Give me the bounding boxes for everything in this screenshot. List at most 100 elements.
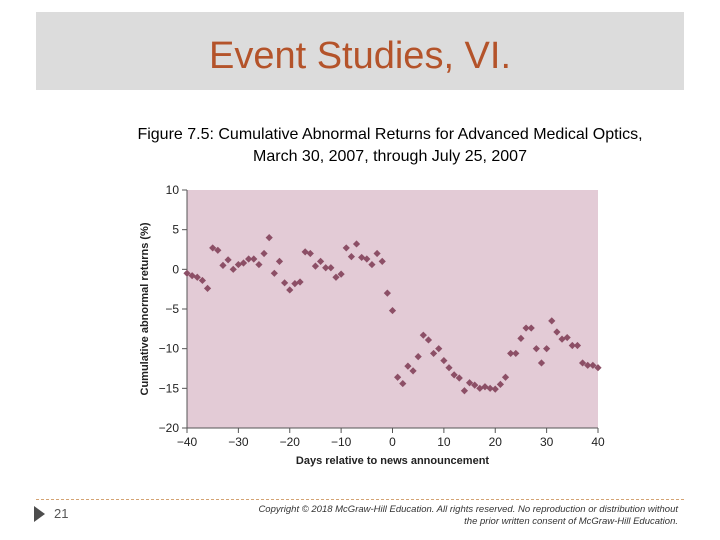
- data-point: [306, 249, 314, 258]
- y-tick-label: −15: [159, 381, 180, 395]
- data-point: [409, 367, 417, 375]
- copyright-line-1: Copyright © 2018 McGraw-Hill Education. …: [258, 504, 678, 515]
- x-tick-label: 30: [540, 435, 554, 449]
- data-point: [594, 364, 602, 372]
- data-point: [537, 359, 546, 367]
- data-point: [234, 260, 242, 269]
- data-point: [450, 371, 458, 379]
- x-tick-label: −20: [280, 435, 301, 449]
- data-point: [316, 257, 325, 265]
- x-tick-label: 20: [489, 435, 503, 449]
- data-point: [532, 345, 540, 353]
- data-point: [383, 289, 391, 297]
- data-point: [358, 253, 366, 262]
- y-tick-label: −10: [159, 342, 180, 356]
- y-axis-label: Cumulative abnormal returns (%): [139, 222, 151, 395]
- x-axis-label: Days relative to news announcement: [296, 455, 490, 467]
- data-point: [229, 265, 237, 273]
- data-point: [245, 255, 253, 263]
- data-point: [522, 324, 530, 332]
- data-point: [424, 336, 433, 344]
- data-point: [352, 240, 361, 248]
- data-point: [476, 384, 484, 392]
- data-point: [203, 284, 212, 292]
- data-point: [414, 353, 422, 361]
- data-point: [214, 246, 222, 254]
- title-bar: Event Studies, VI.: [36, 12, 684, 90]
- data-point: [281, 279, 289, 287]
- data-point: [337, 270, 345, 278]
- data-point: [239, 259, 248, 267]
- y-tick-label: 10: [166, 183, 180, 197]
- data-point: [286, 286, 294, 294]
- y-tick-label: 5: [172, 223, 179, 237]
- data-point: [548, 317, 556, 325]
- data-point: [183, 269, 191, 277]
- data-point: [198, 276, 207, 285]
- data-point: [568, 341, 576, 350]
- data-point: [589, 361, 597, 369]
- data-point: [373, 249, 381, 258]
- data-point: [553, 328, 561, 336]
- data-point: [327, 264, 335, 272]
- data-point: [368, 260, 376, 269]
- x-tick-label: 0: [389, 435, 396, 449]
- data-point: [440, 356, 448, 365]
- data-point: [471, 381, 479, 389]
- data-point: [465, 379, 474, 387]
- data-point: [363, 255, 371, 263]
- figure-caption: Figure 7.5: Cumulative Abnormal Returns …: [60, 124, 720, 168]
- data-point: [496, 380, 504, 388]
- data-point: [527, 324, 535, 332]
- data-point: [347, 253, 355, 261]
- data-point: [584, 361, 592, 369]
- data-point: [260, 249, 268, 258]
- data-point: [501, 373, 510, 381]
- slide-number: 21: [54, 506, 69, 521]
- y-tick-label: −20: [159, 421, 180, 435]
- x-tick-label: −30: [228, 435, 249, 449]
- data-point: [301, 248, 309, 256]
- x-tick-label: −40: [177, 435, 198, 449]
- data-point: [430, 349, 438, 358]
- data-point: [486, 384, 494, 392]
- data-point: [209, 244, 217, 252]
- data-point: [481, 383, 489, 391]
- figure-caption-line-1: Figure 7.5: Cumulative Abnormal Returns …: [137, 126, 643, 143]
- slide-marker-icon: [34, 506, 45, 522]
- data-point: [322, 264, 330, 272]
- data-point: [250, 255, 258, 263]
- copyright-notice: Copyright © 2018 McGraw-Hill Education. …: [218, 504, 678, 528]
- data-point: [578, 359, 587, 367]
- slide-title: Event Studies, VI.: [208, 35, 512, 77]
- data-point: [275, 257, 284, 265]
- y-tick-label: −5: [165, 302, 179, 316]
- data-point: [193, 273, 201, 281]
- data-point: [491, 385, 499, 393]
- data-point: [573, 341, 582, 350]
- data-point: [394, 373, 402, 381]
- data-point: [332, 273, 340, 281]
- x-tick-label: 40: [591, 435, 605, 449]
- data-point: [435, 345, 443, 353]
- data-point: [342, 244, 350, 252]
- data-point: [404, 362, 412, 370]
- data-point: [388, 306, 397, 315]
- footer-divider: [36, 499, 684, 500]
- data-point: [224, 256, 232, 264]
- data-point: [455, 374, 463, 382]
- data-point: [558, 335, 566, 343]
- data-point: [507, 349, 515, 358]
- data-point: [270, 269, 278, 277]
- data-point: [512, 349, 520, 358]
- copyright-line-2: the prior written consent of McGraw-Hill…: [464, 516, 678, 527]
- data-point: [255, 260, 263, 269]
- data-point: [296, 278, 304, 286]
- figure-caption-line-2: March 30, 2007, through July 25, 2007: [253, 148, 527, 165]
- x-tick-label: 10: [437, 435, 451, 449]
- y-tick-label: 0: [172, 262, 179, 276]
- data-point: [311, 262, 320, 270]
- data-point: [460, 387, 469, 395]
